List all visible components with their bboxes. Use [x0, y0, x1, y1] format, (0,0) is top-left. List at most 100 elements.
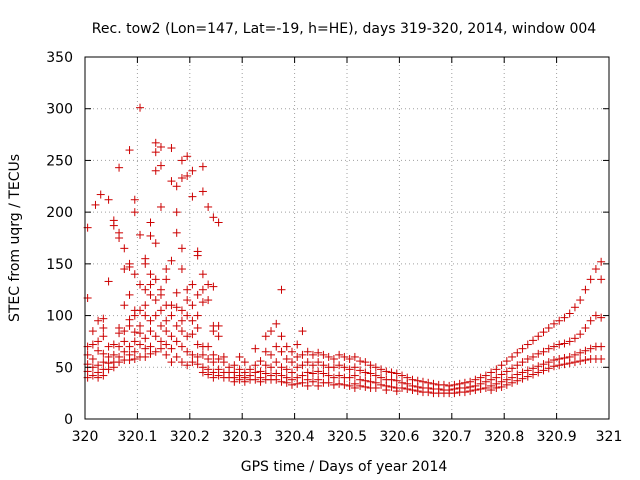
data-point: [125, 146, 134, 155]
data-point: [287, 358, 296, 367]
data-point: [136, 230, 145, 239]
data-point: [361, 358, 370, 367]
data-point: [267, 363, 276, 372]
data-point: [282, 365, 291, 374]
data-point: [335, 350, 344, 359]
data-point: [235, 375, 244, 384]
data-point: [125, 262, 134, 271]
data-point: [303, 347, 312, 356]
data-point: [361, 368, 370, 377]
data-point: [287, 368, 296, 377]
data-point: [183, 347, 192, 356]
data-point: [183, 332, 192, 341]
data-point: [586, 275, 595, 284]
data-point: [335, 379, 344, 388]
data-point: [261, 347, 270, 356]
data-point: [172, 303, 181, 312]
data-point: [529, 336, 538, 345]
data-point: [99, 332, 108, 341]
data-point: [130, 311, 139, 320]
data-point: [508, 378, 517, 387]
data-point: [398, 371, 407, 380]
data-point: [539, 328, 548, 337]
data-point: [597, 355, 606, 364]
data-point: [198, 350, 207, 359]
data-point: [555, 340, 564, 349]
data-point: [549, 362, 558, 371]
data-point: [109, 350, 118, 359]
chart-title: Rec. tow2 (Lon=147, Lat=-19, h=HE), days…: [92, 21, 596, 37]
data-point: [130, 355, 139, 364]
data-point: [209, 350, 218, 359]
data-point: [287, 380, 296, 389]
data-point: [209, 358, 218, 367]
data-point: [308, 350, 317, 359]
data-point: [319, 369, 328, 378]
data-point: [539, 366, 548, 375]
data-point: [120, 265, 129, 274]
data-point: [204, 355, 213, 364]
data-point: [94, 361, 103, 370]
data-point: [487, 368, 496, 377]
data-point: [581, 346, 590, 355]
data-point: [544, 364, 553, 373]
data-point: [518, 358, 527, 367]
data-point: [298, 327, 307, 336]
data-point: [251, 368, 260, 377]
data-point: [146, 290, 155, 299]
data-point: [104, 365, 113, 374]
data-point: [151, 332, 160, 341]
data-point: [502, 367, 511, 376]
data-point: [188, 280, 197, 289]
data-point: [136, 321, 145, 330]
data-point: [193, 311, 202, 320]
axis-ticks: 320 320.1 320.2 320.3 320.4 320.5 320.6 320.7 32…: [46, 50, 622, 445]
data-point: [204, 296, 213, 305]
data-point: [523, 340, 532, 349]
data-point: [240, 358, 249, 367]
data-point: [151, 296, 160, 305]
data-point: [162, 265, 171, 274]
data-point: [570, 358, 579, 367]
data-point: [125, 356, 134, 365]
data-point: [508, 364, 517, 373]
data-point: [481, 383, 490, 392]
data-point: [251, 344, 260, 353]
data-point: [576, 330, 585, 339]
x-tick-label: 320.7: [432, 429, 472, 445]
data-point: [172, 228, 181, 237]
data-point: [188, 301, 197, 310]
data-point: [591, 265, 600, 274]
data-point: [413, 387, 422, 396]
data-point: [151, 347, 160, 356]
data-point: [382, 367, 391, 376]
data-point: [167, 177, 176, 186]
data-point: [214, 355, 223, 364]
data-point: [188, 358, 197, 367]
data-point: [371, 383, 380, 392]
x-tick-label: 320.5: [327, 429, 367, 445]
data-point: [99, 358, 108, 367]
data-point: [183, 152, 192, 161]
data-point: [308, 377, 317, 386]
data-point: [120, 347, 129, 356]
data-point: [162, 275, 171, 284]
data-point: [188, 350, 197, 359]
data-point: [586, 316, 595, 325]
data-point: [125, 342, 134, 351]
data-point: [555, 361, 564, 370]
x-tick-label: 320.9: [537, 429, 577, 445]
data-point: [398, 383, 407, 392]
data-point: [162, 327, 171, 336]
data-point: [193, 323, 202, 332]
data-point: [172, 182, 181, 191]
data-point: [130, 328, 139, 337]
data-point: [576, 357, 585, 366]
data-point: [424, 388, 433, 397]
data-point: [198, 162, 207, 171]
data-point: [156, 306, 165, 315]
y-tick-label: 50: [55, 360, 73, 376]
data-point: [141, 352, 150, 361]
data-point: [298, 350, 307, 359]
data-point: [214, 321, 223, 330]
